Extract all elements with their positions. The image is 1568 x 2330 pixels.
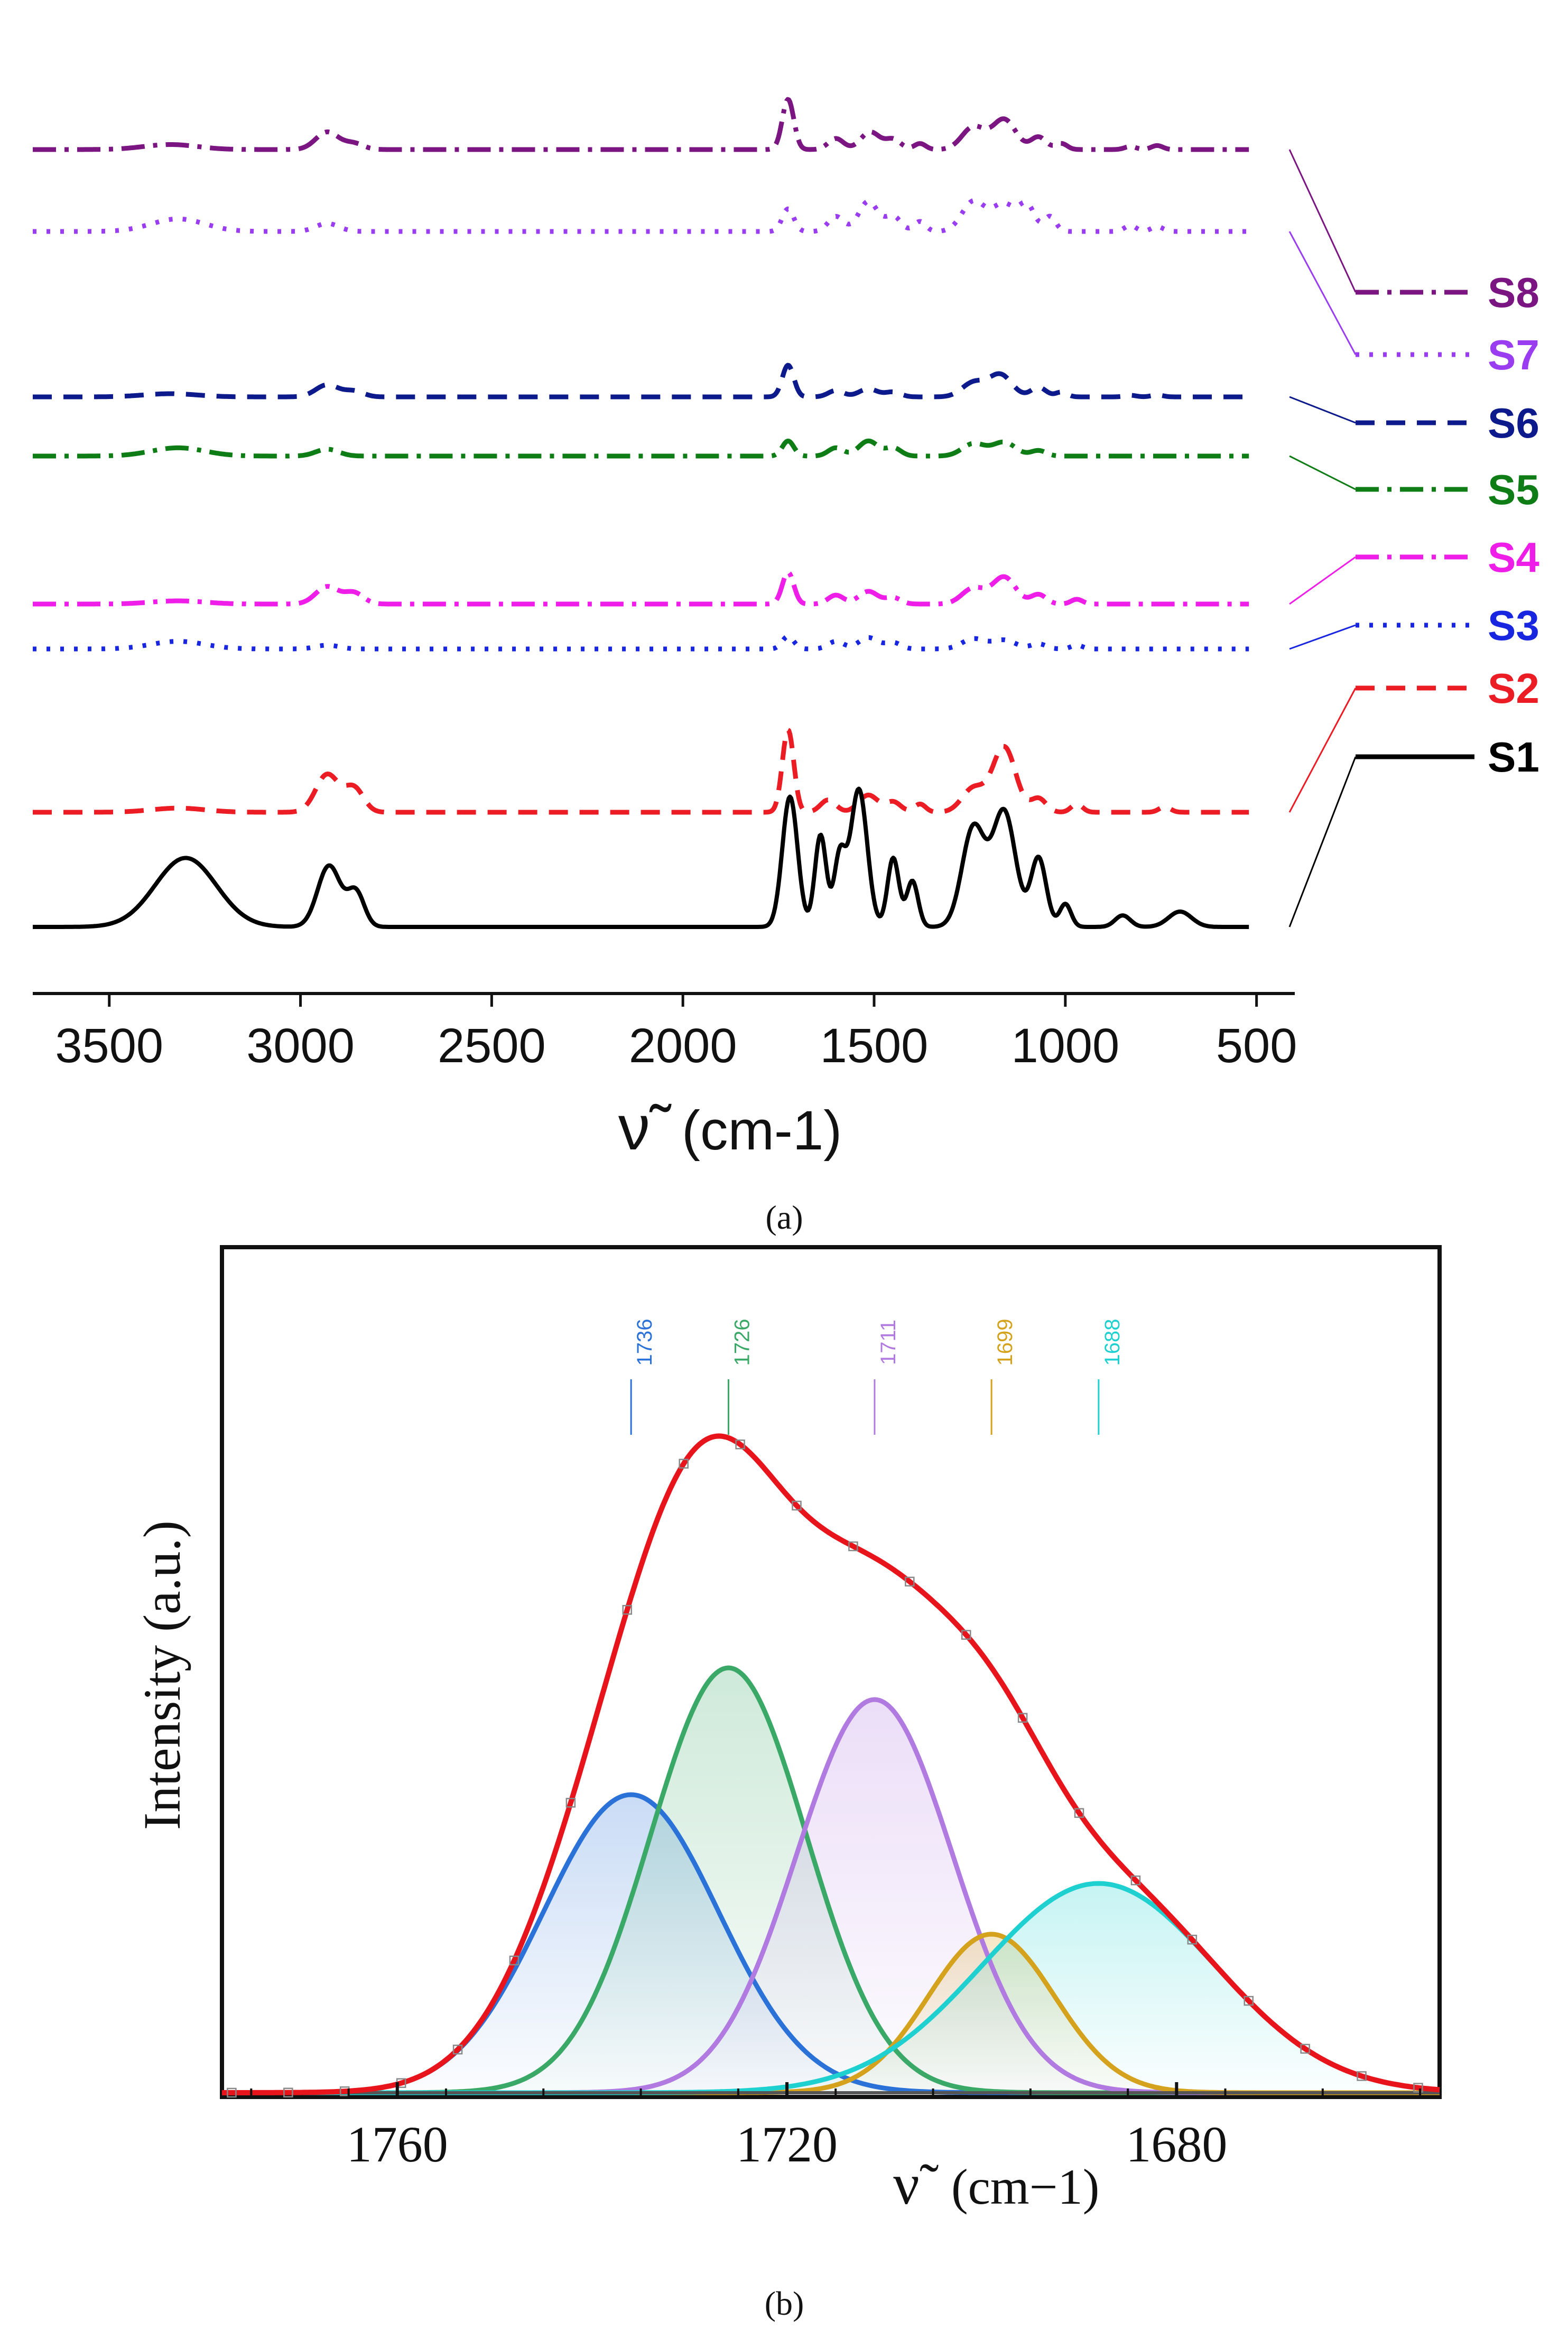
panel-b-y-label: Intensity (a.u.) [133, 1520, 191, 1830]
data-point-marker [735, 1439, 745, 1450]
peak-label-1736: 1736 [633, 1319, 656, 1366]
data-point-marker [1413, 2083, 1423, 2093]
leader-line-s4 [1289, 556, 1356, 605]
data-point-marker [679, 1459, 689, 1469]
peak-label-1726: 1726 [730, 1319, 754, 1366]
leader-line-s5 [1289, 455, 1356, 490]
data-point-marker [792, 1500, 802, 1511]
panel-a: 3500 3000 2500 2000 1500 1000 500 S8 S7 S6 S5 S4 S3… [31, 97, 1539, 1236]
envelope-curve [222, 1433, 1440, 2095]
panel-b-label: (b) [765, 2285, 804, 2322]
panel-a-tick-label: 2500 [438, 1019, 546, 1073]
peak-label-1699: 1699 [994, 1319, 1017, 1366]
spectrum-s2 [31, 727, 1250, 815]
panel-b-x-label-symbol: ν̃ [893, 2152, 939, 2216]
panel-a-tick-label: 3000 [246, 1019, 355, 1073]
leader-line-s8 [1288, 149, 1357, 293]
panel-b-frame [220, 1245, 1442, 2099]
leader-line-s7 [1288, 231, 1357, 355]
legend-label-s4: S4 [1488, 534, 1539, 581]
legend-label-s5: S5 [1488, 466, 1539, 513]
spectrum-s3 [31, 634, 1250, 652]
leader-line-s2 [1288, 688, 1357, 813]
component-fill-1688 [222, 1883, 1440, 2093]
data-point-marker [227, 2087, 237, 2098]
leader-line-s6 [1289, 396, 1356, 424]
legend-label-s8: S8 [1488, 269, 1539, 316]
data-point-marker [1074, 1808, 1084, 1818]
spectrum-s4 [31, 570, 1250, 607]
data-point-marker [1187, 1935, 1198, 1945]
leader-line-s1 [1288, 756, 1357, 927]
data-point-marker [1130, 1875, 1141, 1886]
panel-a-x-label-symbol: ν̃ [618, 1092, 672, 1163]
spectrum-s1 [32, 786, 1250, 929]
panel-a-x-label-unit: (cm-1) [682, 1100, 842, 1162]
panel-a-ticks: 3500 3000 2500 2000 1500 1000 500 [55, 994, 1297, 1073]
data-point-marker [1357, 2071, 1367, 2081]
panel-b-tick-label: 1720 [736, 2116, 838, 2173]
panel-a-spectra [31, 97, 1250, 929]
component-fill-1711 [222, 1700, 1440, 2093]
peak-label-1711: 1711 [877, 1320, 900, 1365]
data-point-marker [622, 1605, 633, 1615]
legend-label-s1: S1 [1488, 734, 1539, 781]
data-point-marker [1017, 1713, 1028, 1723]
legend-label-s6: S6 [1488, 400, 1539, 447]
panel-b-component-curves [222, 1433, 1440, 2098]
legend-label-s3: S3 [1488, 602, 1539, 649]
data-point-marker [905, 1576, 915, 1587]
panel-a-tick-label: 2000 [629, 1019, 737, 1073]
data-point-marker [1300, 2044, 1310, 2054]
spectrum-s5 [31, 438, 1250, 459]
panel-a-tick-label: 1500 [820, 1019, 929, 1073]
spectrum-s6 [31, 363, 1250, 400]
panel-b-peak-labels: 1736 1726 1711 1699 1688 [630, 1319, 1124, 1435]
panel-b-component-fills [222, 1668, 1440, 2093]
data-point-marker [848, 1541, 858, 1552]
panel-b-ticks: 1760 1720 1680 [250, 2082, 1422, 2173]
legend-label-s7: S7 [1488, 331, 1539, 378]
panel-a-legend: S8 S7 S6 S5 S4 S3 S2 S1 [1288, 149, 1539, 927]
data-point-marker [283, 2087, 293, 2097]
peak-label-1688: 1688 [1101, 1319, 1124, 1366]
panel-a-label: (a) [765, 1199, 803, 1236]
legend-label-s2: S2 [1488, 665, 1539, 712]
data-point-marker [509, 1955, 519, 1966]
data-point-marker [961, 1630, 971, 1640]
leader-line-s3 [1289, 624, 1356, 650]
panel-b-x-label-unit: (cm−1) [951, 2159, 1099, 2215]
data-point-marker [452, 2045, 463, 2055]
panel-a-tick-label: 3500 [55, 1019, 163, 1073]
panel-a-tick-label: 1000 [1011, 1019, 1119, 1073]
data-point-marker [1244, 1995, 1254, 2006]
spectrum-s7 [31, 198, 1250, 234]
panel-b: 1760 1720 1680 1736 1726 1711 1699 1688 Intens… [133, 1245, 1442, 2322]
spectrum-s8 [31, 97, 1250, 152]
data-point-marker [565, 1798, 576, 1808]
component-fill-1736 [222, 1795, 1440, 2093]
panel-b-tick-label: 1760 [347, 2116, 448, 2173]
panel-b-tick-label: 1680 [1126, 2116, 1227, 2173]
panel-a-tick-label: 500 [1216, 1019, 1297, 1073]
